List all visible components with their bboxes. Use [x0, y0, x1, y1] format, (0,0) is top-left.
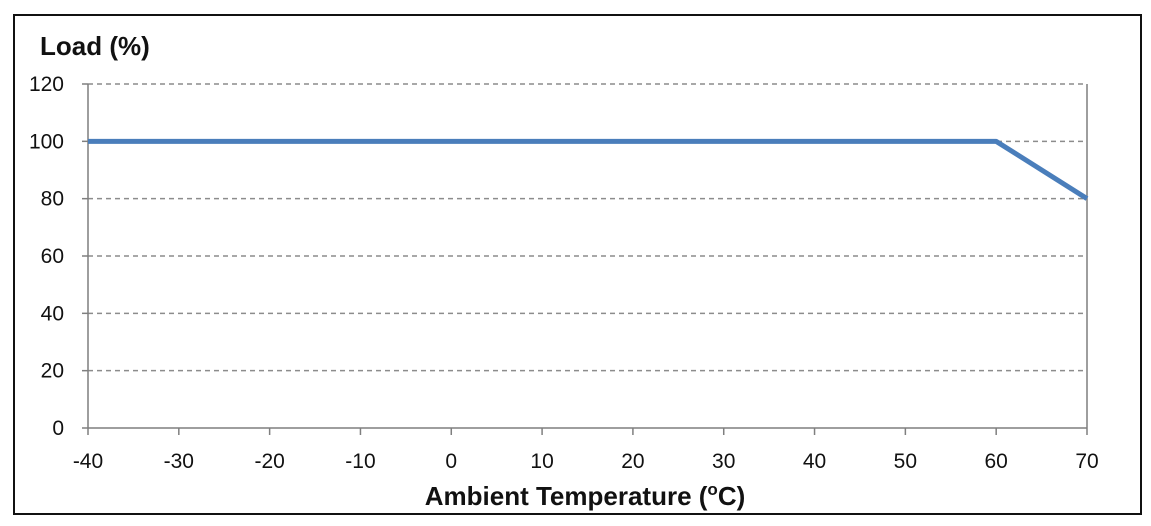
- x-tick-label: -10: [345, 450, 375, 473]
- x-tick-labels: -40 -30 -20 -10 0 10 20 30 40 50 60 70: [73, 450, 1099, 473]
- series-layer: [88, 138, 1089, 201]
- y-tick-label: 80: [41, 188, 64, 211]
- y-axis-title: Load (%): [40, 31, 150, 61]
- x-tick-label: 50: [894, 450, 917, 473]
- x-tick-label: -40: [73, 450, 103, 473]
- y-tick-labels: 0 20 40 60 80 100 120: [29, 73, 64, 440]
- x-axis-title-superscript: o: [707, 480, 717, 499]
- x-tick-label: -30: [164, 450, 194, 473]
- x-tick-label: 70: [1075, 450, 1098, 473]
- load-series-line: [88, 138, 1089, 201]
- x-tick-label: 30: [712, 450, 735, 473]
- y-tick-label: 60: [41, 245, 64, 268]
- x-tick-label: 60: [985, 450, 1008, 473]
- y-tick-label: 20: [41, 360, 64, 383]
- x-tick-label: 40: [803, 450, 826, 473]
- y-tick-label: 40: [41, 302, 64, 325]
- axes: [82, 83, 1088, 435]
- x-tick-label: 10: [530, 450, 553, 473]
- gridlines: [88, 83, 1087, 372]
- x-axis-title: Ambient Temperature (oC): [425, 480, 746, 511]
- x-tick-label: -20: [254, 450, 284, 473]
- y-tick-label: 120: [29, 73, 64, 96]
- x-tick-label: 0: [445, 450, 457, 473]
- chart-frame: [13, 14, 1142, 515]
- y-tick-label: 100: [29, 130, 64, 153]
- y-tick-label: 0: [52, 417, 64, 440]
- x-tick-label: 20: [621, 450, 644, 473]
